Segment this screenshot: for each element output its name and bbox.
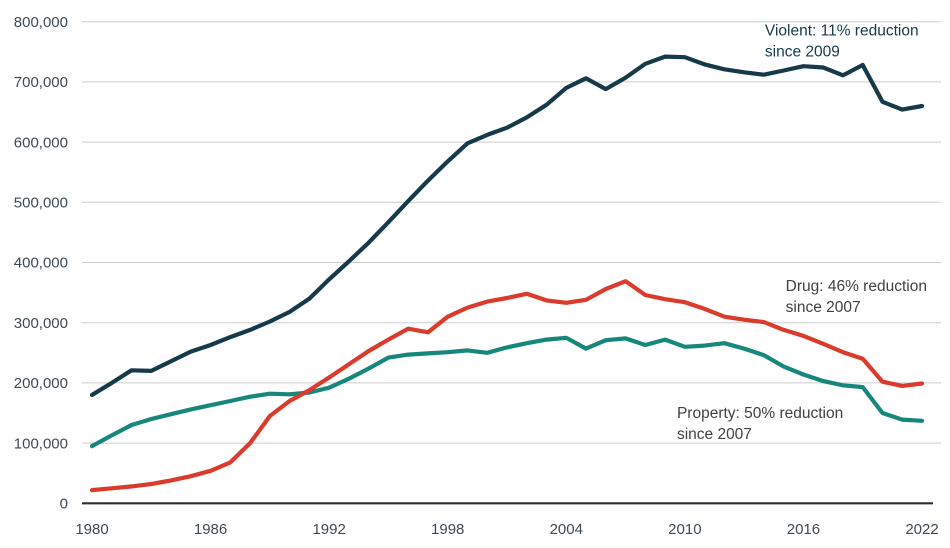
y-tick-label: 800,000 [14, 14, 68, 31]
x-tick-label: 1998 [431, 521, 464, 538]
y-tick-label: 100,000 [14, 435, 68, 452]
x-tick-label: 1980 [75, 521, 108, 538]
x-tick-label: 1992 [312, 521, 345, 538]
property-line [89, 335, 925, 449]
y-tick-label: 300,000 [14, 315, 68, 332]
violent-line [89, 54, 925, 397]
y-tick-label: 500,000 [14, 195, 68, 212]
x-tick-label: 2022 [905, 521, 938, 538]
x-tick-label: 1986 [194, 521, 227, 538]
violent-note: Violent: 11% reduction since 2009 [765, 23, 919, 61]
property-note: Property: 50% reduction since 2007 [677, 405, 843, 443]
drug-note: Drug: 46% reduction since 2007 [786, 278, 927, 316]
y-tick-label: 400,000 [14, 255, 68, 272]
x-tick-label: 2004 [550, 521, 583, 538]
drug-line [89, 279, 925, 493]
x-tick-label: 2016 [787, 521, 820, 538]
y-tick-label: 0 [60, 496, 68, 513]
y-tick-label: 200,000 [14, 375, 68, 392]
x-tick-label: 2010 [668, 521, 701, 538]
y-tick-label: 700,000 [14, 74, 68, 91]
y-tick-label: 600,000 [14, 134, 68, 151]
